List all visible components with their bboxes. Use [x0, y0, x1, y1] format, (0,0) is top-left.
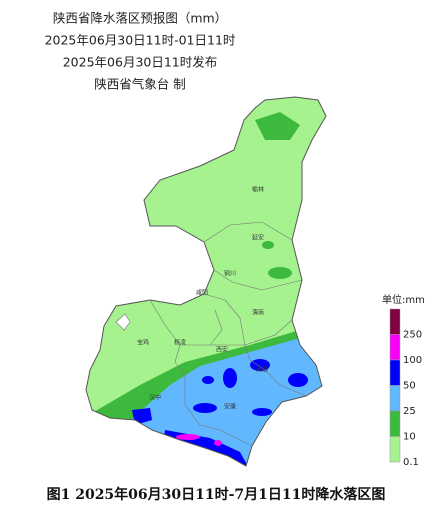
city-borders — [149, 221, 307, 447]
area-50 — [223, 368, 237, 388]
title: 陕西省降水落区预报图（mm） — [53, 11, 227, 26]
area-100 — [214, 440, 222, 446]
legend-unit: 单位:mm — [382, 293, 425, 306]
legend-swatch — [389, 308, 401, 335]
area-100 — [176, 434, 200, 440]
area-50 — [252, 408, 272, 416]
legend-swatch — [389, 436, 401, 463]
producer: 陕西省气象台 制 — [94, 77, 185, 92]
city-label: 西安 — [216, 346, 228, 354]
legend-swatch — [389, 359, 401, 386]
city-label: 安康 — [224, 403, 236, 411]
city-label: 延安 — [252, 234, 264, 242]
area-50 — [202, 376, 214, 384]
caption: 图1 2025年06月30日11时-7月1日11时降水落区图 — [47, 486, 386, 503]
area-10-spot — [268, 267, 292, 279]
issued: 2025年06月30日11时发布 — [63, 55, 218, 70]
legend-swatch — [389, 334, 401, 361]
legend-label: 25 — [403, 406, 416, 417]
legend-swatch — [389, 410, 401, 437]
legend-label: 10 — [403, 432, 416, 443]
city-label: 宝鸡 — [137, 339, 149, 347]
period: 2025年06月30日11时-01日11时 — [45, 33, 236, 48]
area-10-north — [255, 112, 300, 140]
blank-patch — [115, 313, 131, 331]
legend-label: 0.1 — [403, 457, 419, 468]
city-label: 榆林 — [252, 186, 264, 194]
legend-label: 250 — [403, 330, 422, 341]
area-50 — [288, 373, 308, 387]
legend-label: 50 — [403, 381, 416, 392]
city-label: 铜川 — [224, 270, 236, 278]
legend: 单位:mm 250 100 50 25 10 0.1 — [382, 293, 425, 468]
legend-label: 100 — [403, 355, 422, 366]
city-label: 渭南 — [252, 309, 264, 317]
area-50 — [250, 359, 270, 371]
area-50 — [193, 403, 217, 413]
city-label: 杨凌 — [174, 339, 186, 347]
area-10-spot — [262, 241, 274, 249]
city-label: 咸阳 — [196, 289, 208, 297]
legend-swatch — [389, 385, 401, 412]
city-label: 商洛 — [256, 366, 268, 374]
city-label: 汉中 — [149, 394, 161, 402]
